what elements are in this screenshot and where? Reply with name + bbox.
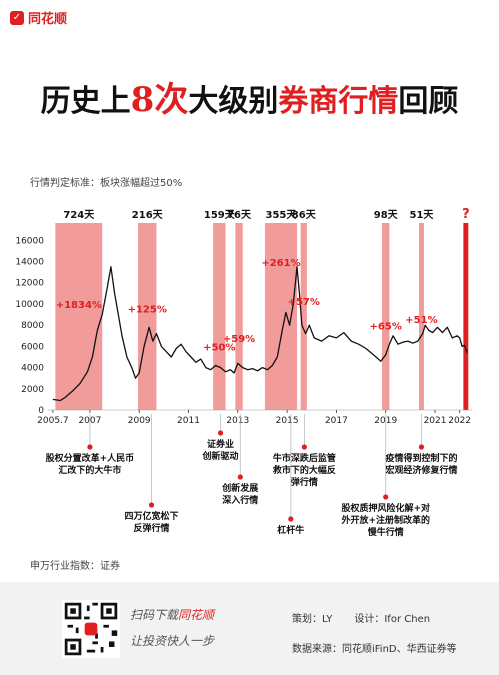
rally-days-1: 724天 xyxy=(63,209,95,221)
y-tick-label: 0 xyxy=(38,406,44,416)
y-tick-label: 12000 xyxy=(15,279,44,289)
annotation-dot-7 xyxy=(383,494,389,500)
rally-days-4: 76天 xyxy=(227,209,252,221)
y-tick-label: 16000 xyxy=(15,236,44,246)
rally-days-8: 51天 xyxy=(410,209,435,221)
rally-band-6 xyxy=(300,223,307,410)
annotation-dot-6 xyxy=(301,444,307,450)
rally-gain-2: +125% xyxy=(128,304,167,315)
annotation-dot-3 xyxy=(217,430,224,436)
rally-band-8 xyxy=(419,223,424,410)
y-tick-label: 2000 xyxy=(21,385,44,395)
title-part5: 回顾 xyxy=(398,84,459,119)
page-title: 历史上8次大级别券商行情回顾 xyxy=(0,72,499,121)
annotation-text-1: 股权分置改革+人民币 xyxy=(46,452,135,464)
annotation-text-2: 四万亿宽松下 xyxy=(125,510,179,522)
rally-band-7 xyxy=(382,223,390,410)
annotation-text-8: 宏观经济修复行情 xyxy=(385,464,457,476)
y-tick-label: 6000 xyxy=(21,342,44,352)
annotation-text-5: 杠杆牛 xyxy=(277,524,304,536)
index-line-group xyxy=(52,266,468,402)
brand-name: 同花顺 xyxy=(28,12,68,27)
y-tick-label: 8000 xyxy=(21,321,44,331)
rally-band-2 xyxy=(137,223,157,410)
annotation-text-1: 汇改下的大牛市 xyxy=(58,464,121,476)
slogan-line2: 让投资快人一步 xyxy=(130,634,215,648)
x-tick-label: 2015 xyxy=(276,416,299,426)
rally-gain-4: +59% xyxy=(223,334,255,345)
brand-logo: ✓ 同花顺 xyxy=(10,8,67,27)
annotation-dot-8 xyxy=(418,444,425,450)
rally-band-4 xyxy=(235,223,243,410)
rally-gain-8: +51% xyxy=(405,315,437,326)
rally-band-9 xyxy=(463,223,469,410)
x-tick-label: 2013 xyxy=(226,416,249,426)
designer-credit: 设计：Ifor Chen xyxy=(354,614,431,625)
x-tick-label: 2011 xyxy=(177,416,200,426)
annotation-dot-2 xyxy=(148,502,155,508)
title-part4: 券商行情 xyxy=(278,84,399,119)
annotation-dot-4 xyxy=(237,474,243,480)
annotation-text-6: 救市下的大幅反 xyxy=(273,464,336,476)
rally-band-1 xyxy=(55,223,103,410)
securities-index-chart: 0 2000 4000 6000 8000 10000 12000 14000 16000 200… xyxy=(15,207,472,538)
annotation-text-3: 证券业 xyxy=(207,438,234,450)
rally-labels: 724天 +1834% 216天 +125% 159天 +50% 76天 +59% 355天 +2… xyxy=(56,207,470,354)
rally-gain-6: +57% xyxy=(288,297,320,308)
x-tick-label: 2017 xyxy=(325,416,348,426)
rally-bands xyxy=(55,223,469,410)
annotation-dot-1 xyxy=(87,444,93,450)
rally-band-3 xyxy=(213,223,226,410)
annotation-text-6: 牛市深跌后监管 xyxy=(273,452,336,464)
annotation-text-7: 股权质押风险化解+对 xyxy=(341,502,430,514)
slogan-brand: 同花顺 xyxy=(178,608,215,622)
annotation-text-4: 创新发展 xyxy=(221,482,258,494)
data-source-credit: 数据来源：同花顺iFinD、华西证券等 xyxy=(292,644,457,655)
rally-days-9: ? xyxy=(462,207,470,222)
credits-line1: 策划：LY 设计：Ifor Chen xyxy=(292,610,430,625)
x-tick-label: 2022 xyxy=(448,416,471,426)
y-tick-label: 4000 xyxy=(21,364,44,374)
title-part1: 历史上 xyxy=(40,84,131,119)
download-slogan: 扫码下载同花顺 xyxy=(130,606,214,623)
planner-credit: 策划：LY xyxy=(292,614,333,625)
x-tick-label: 2021 xyxy=(424,416,447,426)
y-tick-label: 14000 xyxy=(15,258,44,268)
title-part3: 大级别 xyxy=(188,84,279,119)
rally-gain-7: +65% xyxy=(370,321,402,332)
criteria-note: 行情判定标准：板块涨幅超过50% xyxy=(30,178,183,189)
index-source-note: 申万行业指数：证券 xyxy=(30,561,120,572)
rally-days-5: 355天 xyxy=(266,209,298,221)
annotation-text-8: 疫情得到控制下的 xyxy=(385,452,457,464)
rally-gain-1: +1834% xyxy=(56,300,102,311)
slogan-prefix: 扫码下载 xyxy=(130,608,179,622)
title-part2: 8次 xyxy=(130,80,189,120)
annotation-text-3: 创新驱动 xyxy=(202,450,239,462)
rally-band-5 xyxy=(264,223,297,410)
rally-gain-3: +50% xyxy=(203,343,235,354)
annotation-text-4: 深入行情 xyxy=(222,494,258,506)
rally-days-2: 216天 xyxy=(132,209,164,221)
logo-icon: ✓ xyxy=(10,10,24,25)
annotation-text-7: 外开放+注册制改革的 xyxy=(340,514,430,526)
annotation-text-6: 弹行情 xyxy=(291,476,318,488)
rally-days-7: 98天 xyxy=(374,209,399,221)
annotation-dot-5 xyxy=(288,516,294,522)
securities-index-line xyxy=(52,266,468,402)
rally-gain-5: +261% xyxy=(261,258,300,269)
x-tick-label: 2005.7 xyxy=(37,416,69,426)
x-tick-label: 2009 xyxy=(128,416,151,426)
qr-code-icon[interactable] xyxy=(62,600,120,658)
rally-days-6: 86天 xyxy=(292,209,317,221)
annotation-text-7: 慢牛行情 xyxy=(368,526,404,538)
annotation-text-2: 反弹行情 xyxy=(134,522,170,534)
rally-days-3: 159天 xyxy=(204,209,236,221)
y-tick-label: 10000 xyxy=(15,300,44,310)
